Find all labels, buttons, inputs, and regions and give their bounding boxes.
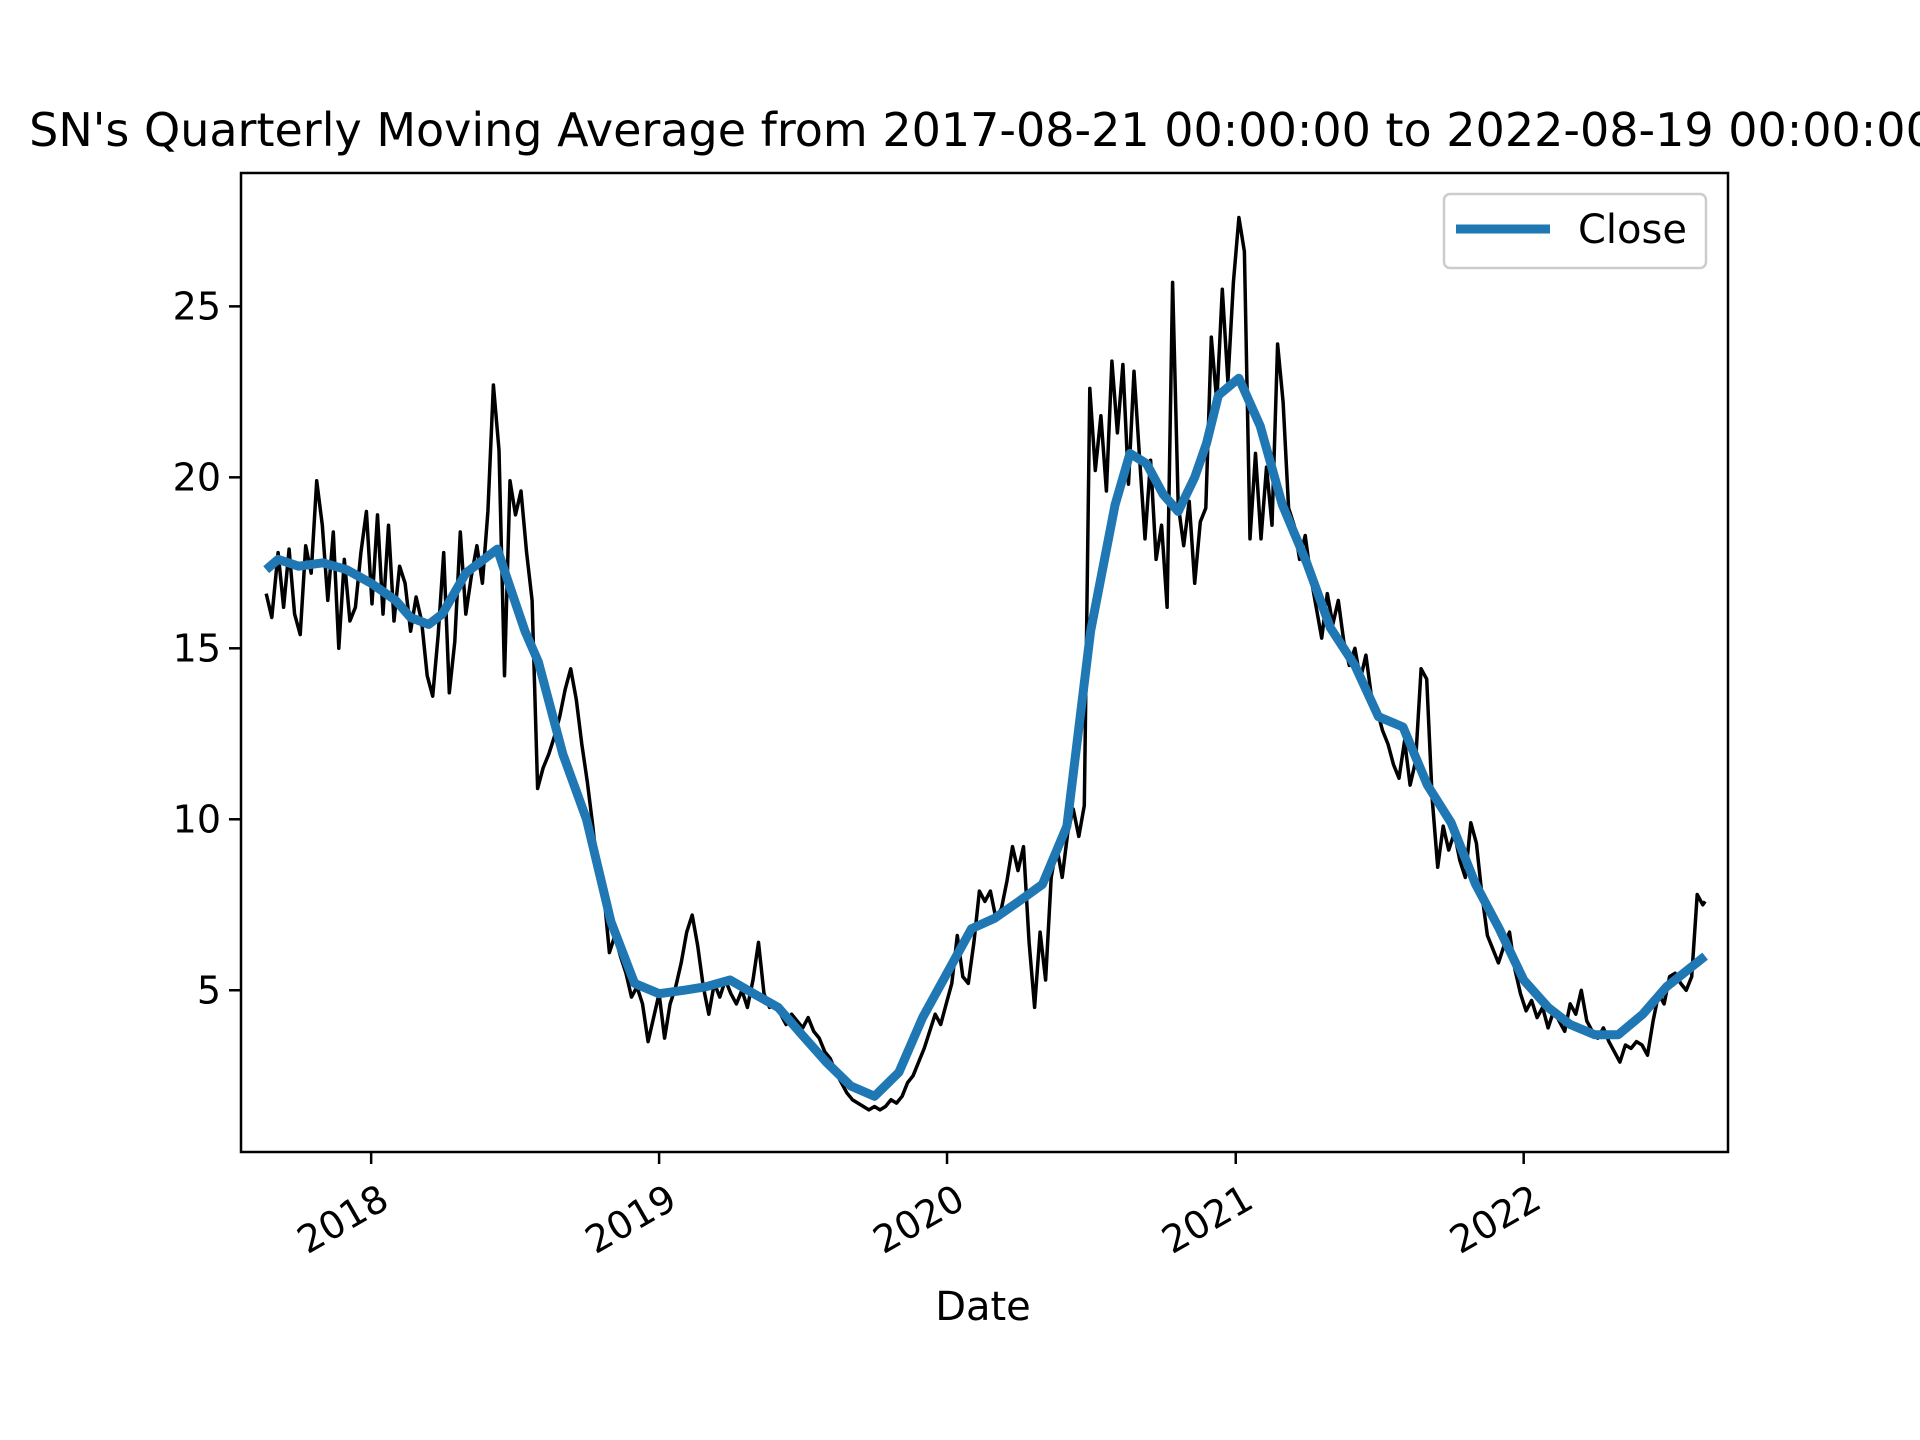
plot-frame — [239, 171, 1730, 1154]
series-line-daily-close — [264, 215, 1707, 1112]
x-axis-label: Date — [935, 1284, 1031, 1330]
y-tick-label: 25 — [173, 284, 221, 328]
x-tick-label: 2020 — [866, 1176, 972, 1262]
x-tick-label: 2022 — [1442, 1176, 1548, 1262]
y-tick-label: 5 — [197, 968, 221, 1012]
x-tick-label: 2018 — [290, 1176, 396, 1262]
series-line-close-moving-average — [263, 373, 1708, 1101]
chart-title: SN's Quarterly Moving Average from 2017-… — [29, 103, 1920, 157]
legend: Close — [1442, 192, 1708, 270]
x-tick-label: 2021 — [1154, 1176, 1260, 1262]
x-tick-label: 2019 — [578, 1176, 684, 1262]
legend-label-close: Close — [1578, 207, 1687, 253]
legend-box — [1442, 192, 1708, 270]
y-tick-label: 20 — [173, 455, 221, 499]
y-tick-label: 15 — [173, 626, 221, 670]
y-tick-label: 10 — [173, 797, 221, 841]
y-axis: 5 10 15 20 25 — [173, 284, 241, 1012]
x-axis: 2018 2019 2020 2021 2022 — [290, 1152, 1548, 1262]
